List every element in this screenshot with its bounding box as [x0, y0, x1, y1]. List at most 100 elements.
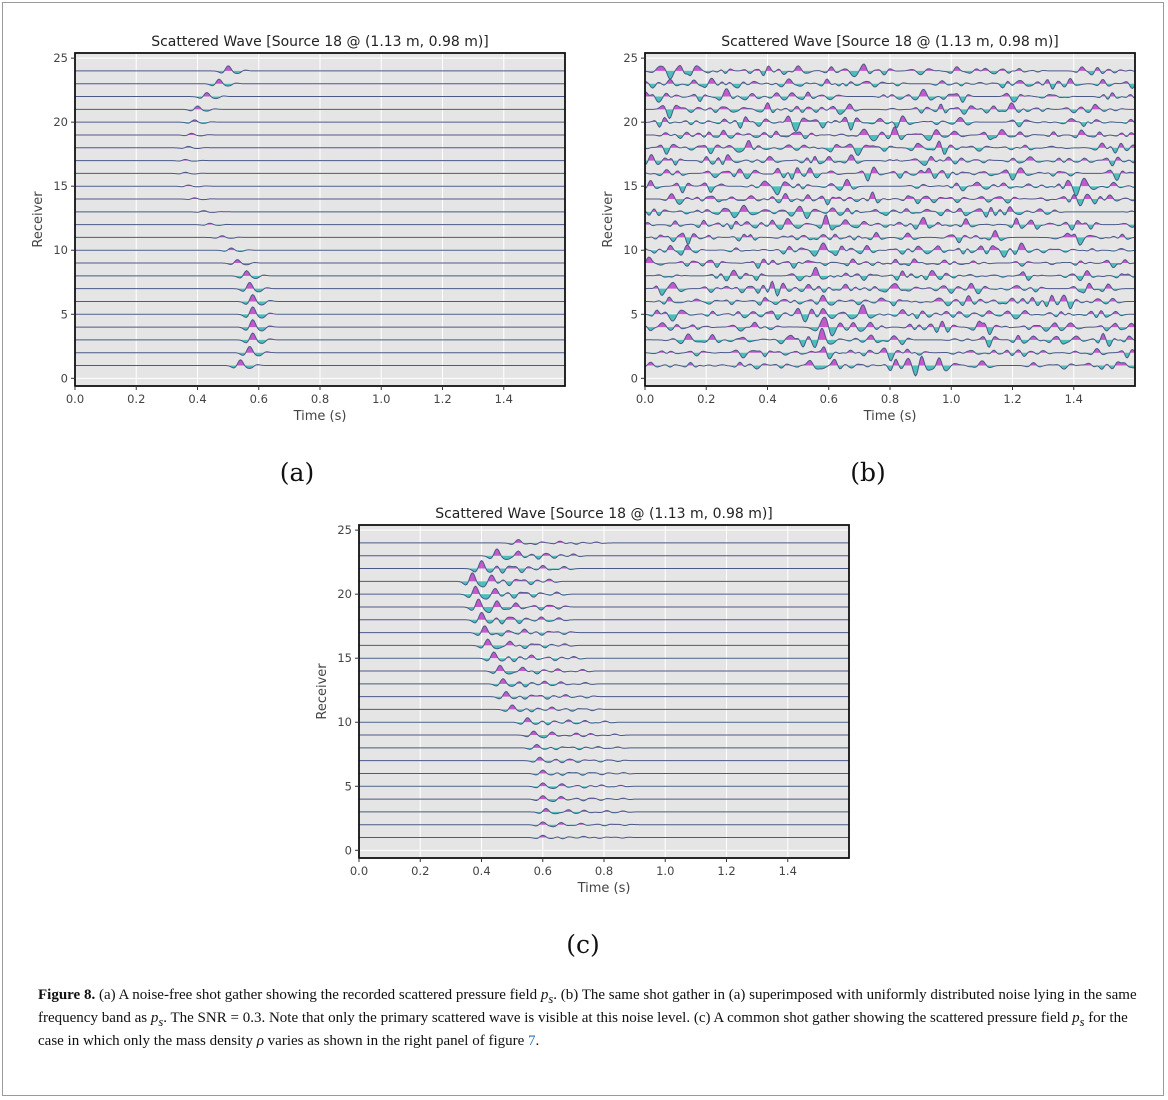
trace-line	[645, 346, 1135, 362]
y-tick-label: 0	[61, 371, 68, 385]
chart-title: Scattered Wave [Source 18 @ (1.13 m, 0.9…	[151, 34, 489, 50]
x-tick-label: 1.4	[1065, 392, 1083, 406]
trace-fill-negative	[645, 250, 1135, 258]
caption-text-4: for the case in which only the mass dens…	[38, 1010, 1128, 1049]
x-tick-label: 0.4	[188, 392, 206, 406]
trace-line	[75, 222, 565, 226]
trace-line	[645, 126, 1135, 142]
trace-line	[645, 294, 1135, 310]
y-axis-label: Receiver	[315, 663, 330, 720]
trace-line	[75, 210, 565, 213]
trace-line	[645, 115, 1135, 133]
caption-ps-1-sub: s	[548, 992, 554, 1006]
y-tick-label: 25	[53, 51, 68, 65]
trace-line	[75, 270, 565, 279]
y-tick-label: 10	[623, 243, 638, 257]
trace-line	[75, 119, 565, 124]
trace-line	[359, 756, 849, 764]
trace-fill-negative	[645, 365, 1135, 376]
trace-line	[75, 132, 565, 137]
x-tick-label: 0.2	[127, 392, 145, 406]
y-tick-label: 0	[631, 371, 638, 385]
trace-line	[645, 153, 1135, 167]
chart-panel-b: Scattered Wave [Source 18 @ (1.13 m, 0.9…	[601, 34, 1136, 424]
trace-fill-positive	[359, 560, 849, 569]
trace-fill-positive	[359, 612, 849, 620]
trace-line	[359, 559, 849, 574]
trace-line	[75, 171, 565, 175]
trace-line	[645, 88, 1135, 103]
trace-line	[359, 598, 849, 614]
x-tick-label: 0.2	[697, 392, 715, 406]
x-tick-label: 1.2	[717, 864, 735, 878]
y-tick-label: 10	[53, 243, 68, 257]
trace-line	[359, 834, 849, 840]
figure-caption: Figure 8. (a) A noise-free shot gather s…	[38, 986, 1148, 1051]
trace-line	[645, 101, 1135, 120]
trace-fill-positive	[645, 230, 1135, 238]
trace-fill-positive	[645, 257, 1135, 264]
caption-ps-2: p	[150, 1010, 159, 1026]
trace-line	[645, 229, 1135, 246]
trace-line	[359, 795, 849, 802]
trace-line	[645, 204, 1135, 220]
y-tick-label: 15	[623, 179, 638, 193]
x-tick-label: 0.8	[881, 392, 899, 406]
trace-fill-positive	[645, 78, 1135, 84]
trace-line	[359, 651, 849, 663]
trace-line	[359, 782, 849, 790]
trace-line	[645, 177, 1135, 197]
x-tick-label: 0.2	[411, 864, 429, 878]
trace-fill-positive	[645, 64, 1135, 71]
x-axis-label: Time (s)	[293, 409, 347, 424]
trace-line	[359, 611, 849, 625]
trace-line	[645, 139, 1135, 157]
caption-figure-link[interactable]: 7	[528, 1033, 536, 1049]
caption-text-3: . The SNR = 0.3. Note that only the prim…	[163, 1010, 1073, 1026]
chart-panel-c: Scattered Wave [Source 18 @ (1.13 m, 0.9…	[315, 506, 850, 896]
y-tick-label: 5	[61, 307, 68, 321]
trace-line	[75, 92, 565, 100]
trace-line	[359, 821, 849, 828]
caption-rho: ρ	[256, 1033, 264, 1049]
trace-line	[645, 63, 1135, 80]
x-tick-label: 1.4	[495, 392, 513, 406]
trace-fill-positive	[645, 192, 1135, 200]
trace-line	[645, 191, 1135, 207]
x-tick-label: 0.8	[595, 864, 613, 878]
trace-fill-positive	[645, 317, 1135, 328]
panel-label-b: (b)	[850, 458, 886, 487]
trace-line	[75, 65, 565, 75]
trace-line	[645, 280, 1135, 297]
caption-text-2: . (b) The same shot gather in (a) superi…	[38, 987, 1137, 1026]
trace-line	[75, 359, 565, 369]
trace-fill-positive	[645, 154, 1135, 161]
trace-line	[645, 327, 1135, 349]
caption-ps-3-sub: s	[1079, 1015, 1085, 1029]
x-tick-label: 1.0	[656, 864, 674, 878]
trace-line	[359, 572, 849, 588]
y-tick-label: 10	[337, 715, 352, 729]
x-tick-label: 0.0	[636, 392, 654, 406]
trace-line	[75, 259, 565, 266]
trace-fill-positive	[645, 88, 1135, 97]
x-tick-label: 0.4	[758, 392, 776, 406]
trace-line	[75, 346, 565, 357]
y-tick-label: 0	[345, 843, 352, 857]
trace-line	[645, 316, 1135, 337]
trace-fill-negative	[645, 288, 1135, 296]
trace-line	[359, 704, 849, 713]
trace-fill-positive	[645, 102, 1135, 110]
trace-line	[75, 105, 565, 112]
y-axis-label: Receiver	[601, 191, 616, 248]
trace-line	[75, 184, 565, 188]
x-tick-label: 1.2	[1003, 392, 1021, 406]
y-tick-label: 5	[631, 307, 638, 321]
trace-line	[75, 281, 565, 293]
y-tick-label: 25	[337, 523, 352, 537]
trace-line	[75, 158, 565, 162]
trace-line	[645, 242, 1135, 258]
traces-group	[359, 538, 849, 840]
x-tick-label: 0.6	[534, 864, 552, 878]
caption-text-5: varies as shown in the right panel of fi…	[263, 1033, 529, 1049]
